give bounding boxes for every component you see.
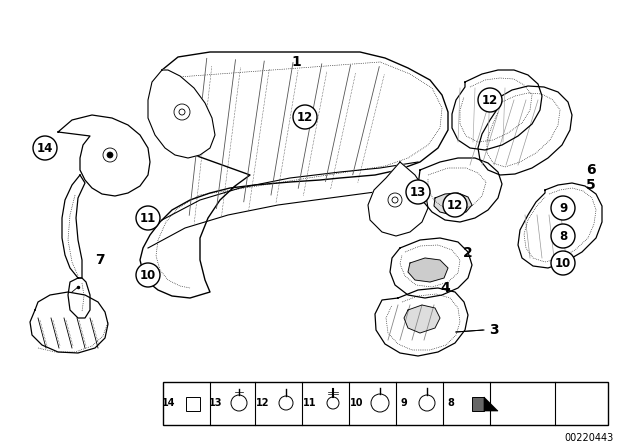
Bar (472, 397, 484, 411)
Text: 11: 11 (140, 211, 156, 224)
Text: 4: 4 (440, 281, 450, 295)
Polygon shape (518, 183, 602, 268)
Polygon shape (484, 397, 498, 411)
Circle shape (33, 136, 57, 160)
Circle shape (107, 152, 113, 158)
Polygon shape (375, 288, 468, 356)
Text: 14: 14 (163, 398, 176, 408)
Polygon shape (390, 238, 472, 298)
Circle shape (443, 193, 467, 217)
Text: 2: 2 (463, 246, 473, 260)
Polygon shape (140, 52, 448, 298)
Text: 8: 8 (559, 229, 567, 242)
Bar (163, 382, 608, 425)
Text: 00220443: 00220443 (564, 433, 614, 443)
Polygon shape (368, 162, 428, 236)
Polygon shape (62, 175, 85, 278)
Text: 7: 7 (95, 253, 105, 267)
Polygon shape (148, 70, 215, 158)
Circle shape (551, 251, 575, 275)
Text: 13: 13 (410, 185, 426, 198)
Text: 12: 12 (447, 198, 463, 211)
FancyBboxPatch shape (186, 397, 200, 411)
Text: 12: 12 (482, 94, 498, 107)
Text: 14: 14 (37, 142, 53, 155)
Text: 10: 10 (555, 257, 571, 270)
Text: 5: 5 (586, 178, 596, 192)
Polygon shape (452, 70, 542, 150)
Polygon shape (478, 86, 572, 175)
Text: 1: 1 (291, 55, 301, 69)
Circle shape (551, 196, 575, 220)
Circle shape (551, 224, 575, 248)
Polygon shape (408, 258, 448, 282)
Polygon shape (68, 278, 90, 318)
Circle shape (293, 105, 317, 129)
Text: 10: 10 (350, 398, 364, 408)
Text: 10: 10 (140, 268, 156, 281)
Circle shape (136, 263, 160, 287)
Polygon shape (404, 305, 440, 333)
Text: 9: 9 (559, 202, 567, 215)
Text: 13: 13 (209, 398, 223, 408)
Text: 3: 3 (489, 323, 499, 337)
Polygon shape (434, 193, 472, 215)
Polygon shape (58, 115, 150, 196)
Text: 8: 8 (447, 398, 454, 408)
Circle shape (406, 180, 430, 204)
Polygon shape (30, 292, 108, 353)
Circle shape (478, 88, 502, 112)
Polygon shape (418, 158, 502, 222)
Text: 12: 12 (297, 111, 313, 124)
Text: 12: 12 (256, 398, 269, 408)
Text: 6: 6 (586, 163, 596, 177)
Text: 11: 11 (303, 398, 317, 408)
Text: 9: 9 (401, 398, 408, 408)
Circle shape (136, 206, 160, 230)
